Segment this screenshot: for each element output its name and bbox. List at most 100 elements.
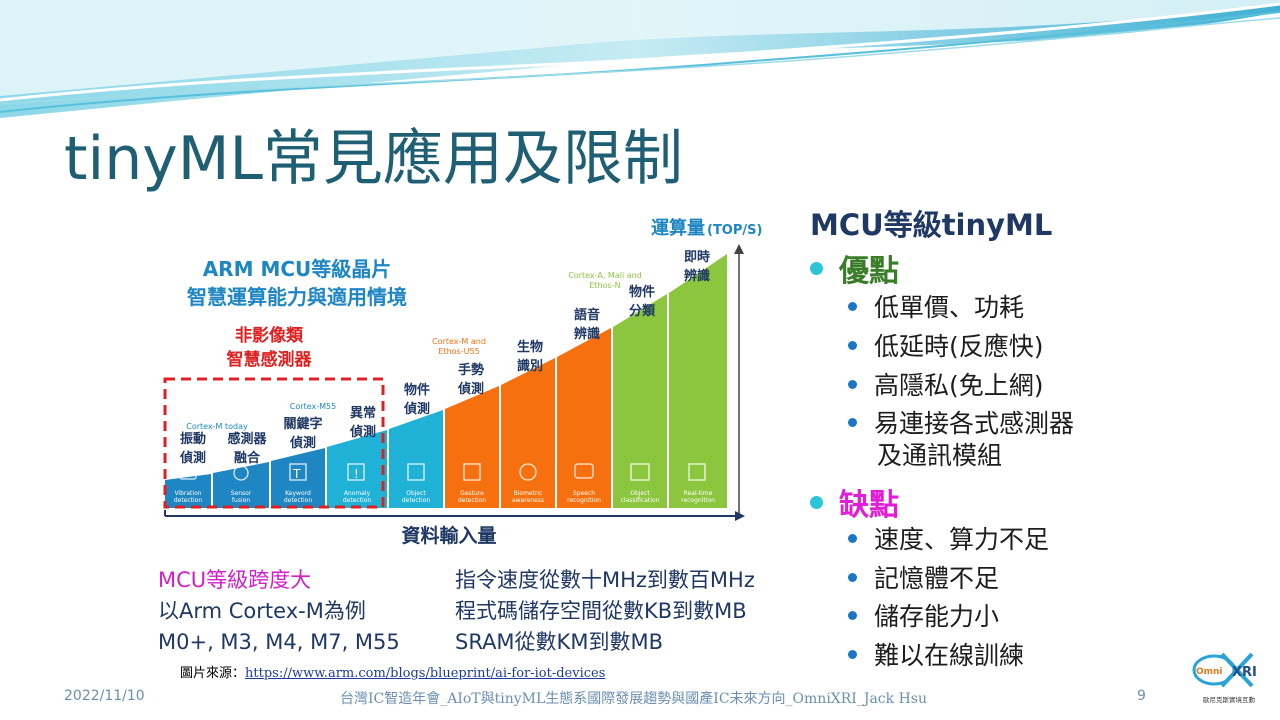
app-zh1: 感測器	[227, 431, 267, 447]
omnixri-logo: Omni XRI 歐尼克斯實境互動	[1192, 652, 1257, 704]
app-en2: detection	[174, 497, 203, 504]
figure-heading-1: ARM MCU等級晶片	[203, 257, 392, 281]
pros-item-text: 低單價、功耗	[874, 293, 1025, 322]
right-panel-heading: MCU等級tinyML	[810, 208, 1053, 242]
logo-x-mark	[1220, 652, 1254, 688]
app-zh1: 手勢	[458, 362, 484, 378]
app-zh2: 分類	[629, 303, 656, 319]
page-number: 9	[1137, 688, 1146, 704]
app-zh2: 偵測	[289, 435, 316, 451]
bullet-dot	[848, 379, 857, 389]
anomaly-exclaim-glyph: !	[354, 467, 359, 481]
segment-keyword	[271, 448, 325, 508]
realtime-icon	[688, 463, 706, 481]
cons-title: 缺點	[839, 488, 899, 523]
y-axis-unit: (TOP/S)	[707, 223, 762, 238]
cons-item: 儲存能力小	[848, 601, 999, 633]
image-credit: 圖片來源：https://www.arm.com/blogs/blueprint…	[180, 662, 605, 681]
segment-sensor-fusion	[213, 462, 269, 508]
footer-text: 台灣IC智造年會_AIoT與tinyML生態系國際發展趨勢與國產IC未來方向_O…	[340, 691, 927, 707]
app-zh2: 辨識	[574, 326, 600, 342]
cons-item: 記憶體不足	[848, 563, 999, 595]
sensor-fusion-icon	[233, 465, 249, 481]
app-zh2: 辨識	[684, 268, 710, 284]
app-zh2: 偵測	[403, 401, 430, 417]
app-zh2: 偵測	[457, 381, 484, 397]
pros-title: 優點	[839, 254, 899, 289]
y-axis-label: 運算量	[651, 217, 705, 239]
notes-left-line2: 以Arm Cortex-M為例	[158, 599, 366, 623]
app-zh1: 物件	[629, 284, 655, 300]
app-zh1: 異常	[350, 405, 376, 421]
bullet-dot	[848, 417, 857, 427]
keyword-icon	[289, 463, 307, 481]
segment-speech	[557, 328, 611, 508]
app-zh2: 融合	[234, 450, 261, 466]
bullet-dot	[848, 340, 857, 350]
app-en1: Keyword	[285, 490, 311, 497]
x-axis-label: 資料輸入量	[401, 524, 496, 547]
app-en2: detection	[343, 497, 372, 504]
app-en1: Real-time	[684, 490, 713, 497]
logo-text-omni: Omni	[1196, 667, 1223, 677]
segment-vibration-area	[165, 474, 211, 508]
core-ethos-1: Cortex-M and	[432, 337, 486, 346]
app-zh1: 振動	[180, 431, 206, 447]
app-en2: awareness	[512, 497, 544, 504]
non-image-highlight-box	[163, 377, 385, 509]
cons-bullet-dot	[810, 496, 823, 509]
app-en1: Object	[406, 490, 426, 497]
fingerprint-icon	[519, 463, 537, 481]
vibration-icon	[179, 466, 197, 480]
notes-left-line3: M0+, M3, M4, M7, M55	[158, 630, 400, 654]
segment-object-class	[613, 294, 667, 508]
object-detection-icon	[407, 463, 425, 481]
pros-item: 高隱私(免上網)	[848, 370, 1044, 402]
app-en2: recognition	[681, 497, 715, 504]
keyword-t-glyph: T	[292, 467, 301, 481]
pros-item: 易連接各式感測器 及通訊模組	[848, 408, 1074, 472]
cons-item-text: 難以在線訓練	[874, 641, 1025, 670]
cons-item-text: 記憶體不足	[874, 564, 1000, 593]
app-en1: Object	[630, 490, 650, 497]
app-en1: Sensor	[231, 490, 252, 497]
segment-gesture	[445, 386, 499, 508]
app-en1: Speech	[573, 490, 595, 497]
app-zh1: 生物	[517, 339, 543, 355]
pros-item-continuation: 及通訊模組	[877, 441, 1003, 470]
notes-right-line3: SRAM從數KM到數MB	[455, 630, 663, 654]
notes-left-line1: MCU等級跨度大	[158, 568, 312, 592]
core-mali-1: Cortex-A, Mali and	[568, 271, 642, 280]
bullet-dot	[848, 649, 857, 659]
credit-link[interactable]: https://www.arm.com/blogs/blueprint/ai-f…	[245, 666, 606, 681]
app-en2: detection	[458, 497, 487, 504]
cons-item: 難以在線訓練	[848, 640, 1024, 672]
app-zh2: 識別	[517, 358, 543, 374]
core-m55: Cortex-M55	[290, 402, 336, 411]
app-en2: detection	[284, 497, 313, 504]
pros-item-text: 低延時(反應快)	[874, 332, 1044, 361]
logo-text-xri: XRI	[1232, 665, 1257, 680]
app-zh2: 偵測	[349, 424, 376, 440]
gesture-icon	[463, 463, 481, 481]
y-axis-arrow	[734, 244, 744, 254]
app-en1: Anomaly	[344, 490, 371, 497]
non-image-label-2: 智慧感測器	[227, 349, 313, 370]
pros-item: 低單價、功耗	[848, 292, 1024, 324]
logo-tagline: 歐尼克斯實境互動	[1203, 695, 1256, 704]
pros-bullet-dot	[810, 262, 823, 275]
non-image-label-1: 非影像類	[235, 325, 304, 346]
notes-right-line2: 程式碼儲存空間從數KB到數MB	[455, 599, 747, 623]
app-en1: Gesture	[460, 490, 484, 497]
pros-item-text: 易連接各式感測器	[874, 409, 1075, 438]
core-ethos-2: Ethos-U55	[438, 347, 479, 356]
pros-item: 低延時(反應快)	[848, 331, 1044, 363]
app-zh1: 語音	[574, 307, 600, 323]
arm-mcu-figure: T ! Vibration detection Sensor fusion Ke…	[157, 210, 789, 550]
page-title: tinyML常見應用及限制	[64, 124, 683, 194]
cons-section-title: 缺點	[810, 480, 899, 524]
app-en1: Biometric	[514, 490, 543, 497]
app-zh1: 即時	[684, 249, 710, 265]
bullet-dot	[848, 301, 857, 311]
cons-item: 速度、算力不足	[848, 524, 1049, 556]
